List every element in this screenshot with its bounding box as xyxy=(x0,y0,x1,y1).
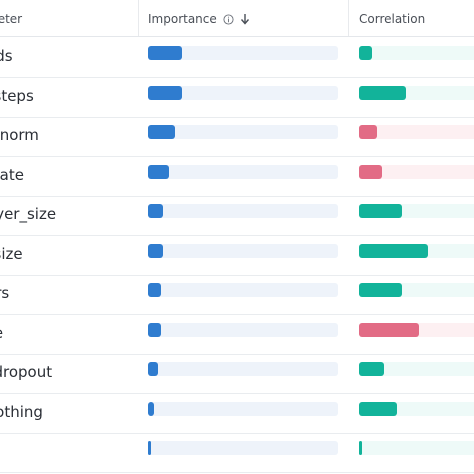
parameter-name: _dropout xyxy=(0,363,53,381)
column-divider[interactable] xyxy=(348,0,349,36)
correlation-column-header[interactable]: Correlation xyxy=(359,12,426,26)
correlation-bar xyxy=(359,204,402,218)
table-row[interactable]: _rate xyxy=(0,157,474,197)
correlation-bar-track xyxy=(359,125,474,139)
correlation-bar-track xyxy=(359,362,474,376)
parameter-name: ze xyxy=(0,324,3,342)
parameter-name: oothing xyxy=(0,402,43,421)
column-divider[interactable] xyxy=(138,0,139,36)
importance-bar xyxy=(148,164,169,179)
correlation-bar-track xyxy=(359,441,474,455)
table-row[interactable]: ipnorm xyxy=(0,117,474,157)
importance-bar-track xyxy=(148,85,338,100)
correlation-bar xyxy=(359,441,362,455)
importance-column-header[interactable]: Importance xyxy=(148,12,250,26)
importance-bar xyxy=(148,322,162,337)
correlation-bar xyxy=(359,362,384,376)
correlation-bar-track xyxy=(359,204,474,218)
importance-bar-track xyxy=(148,283,338,297)
correlation-bar xyxy=(359,322,419,337)
parameter-name: ads xyxy=(0,47,13,65)
importance-header-label: Importance xyxy=(148,12,217,26)
importance-bar-track xyxy=(148,322,338,337)
correlation-bar-track xyxy=(359,322,474,337)
correlation-bar xyxy=(359,243,428,258)
correlation-bar xyxy=(359,164,383,179)
importance-bar xyxy=(148,204,164,218)
parameter-name: _rate xyxy=(0,165,24,184)
importance-bar-track xyxy=(148,362,338,376)
table-row[interactable]: ers xyxy=(0,275,474,315)
correlation-bar-track xyxy=(359,283,474,297)
parameter-name: _size xyxy=(0,244,23,263)
importance-bar-track xyxy=(148,243,338,258)
correlation-bar xyxy=(359,85,406,100)
table-row[interactable] xyxy=(0,433,474,473)
correlation-bar xyxy=(359,46,372,60)
correlation-bar-track xyxy=(359,401,474,416)
importance-bar xyxy=(148,243,164,258)
correlation-bar xyxy=(359,401,397,416)
info-icon[interactable] xyxy=(223,13,234,25)
correlation-bar-track xyxy=(359,85,474,100)
importance-bar xyxy=(148,283,162,297)
correlation-bar xyxy=(359,125,378,139)
importance-bar xyxy=(148,125,175,139)
importance-bar-track xyxy=(148,125,338,139)
correlation-bar-track xyxy=(359,46,474,60)
importance-bar-track xyxy=(148,164,338,179)
table-row[interactable]: ayer_size xyxy=(0,196,474,236)
table-row[interactable]: ze xyxy=(0,315,474,355)
correlation-bar-track xyxy=(359,243,474,258)
importance-bar-track xyxy=(148,441,338,455)
importance-bar-track xyxy=(148,401,338,416)
arrow-down-icon[interactable] xyxy=(240,13,250,25)
table-row[interactable]: ads xyxy=(0,38,474,78)
importance-bar-track xyxy=(148,204,338,218)
importance-bar xyxy=(148,362,158,376)
importance-bar xyxy=(148,85,183,100)
table-row[interactable]: _dropout xyxy=(0,354,474,394)
table-row[interactable]: _size xyxy=(0,236,474,276)
parameter-name: ers xyxy=(0,284,10,302)
importance-bar xyxy=(148,46,183,60)
table-row[interactable]: oothing xyxy=(0,394,474,434)
importance-bar xyxy=(148,441,151,455)
importance-bar-track xyxy=(148,46,338,60)
correlation-bar-track xyxy=(359,164,474,179)
table-header: meter Importance Correlation xyxy=(0,0,474,37)
parameter-name: ayer_size xyxy=(0,205,57,223)
parameter-column-header[interactable]: meter xyxy=(0,12,23,26)
correlation-bar xyxy=(359,283,402,297)
importance-bar xyxy=(148,401,154,416)
parameter-name: ipnorm xyxy=(0,126,39,144)
